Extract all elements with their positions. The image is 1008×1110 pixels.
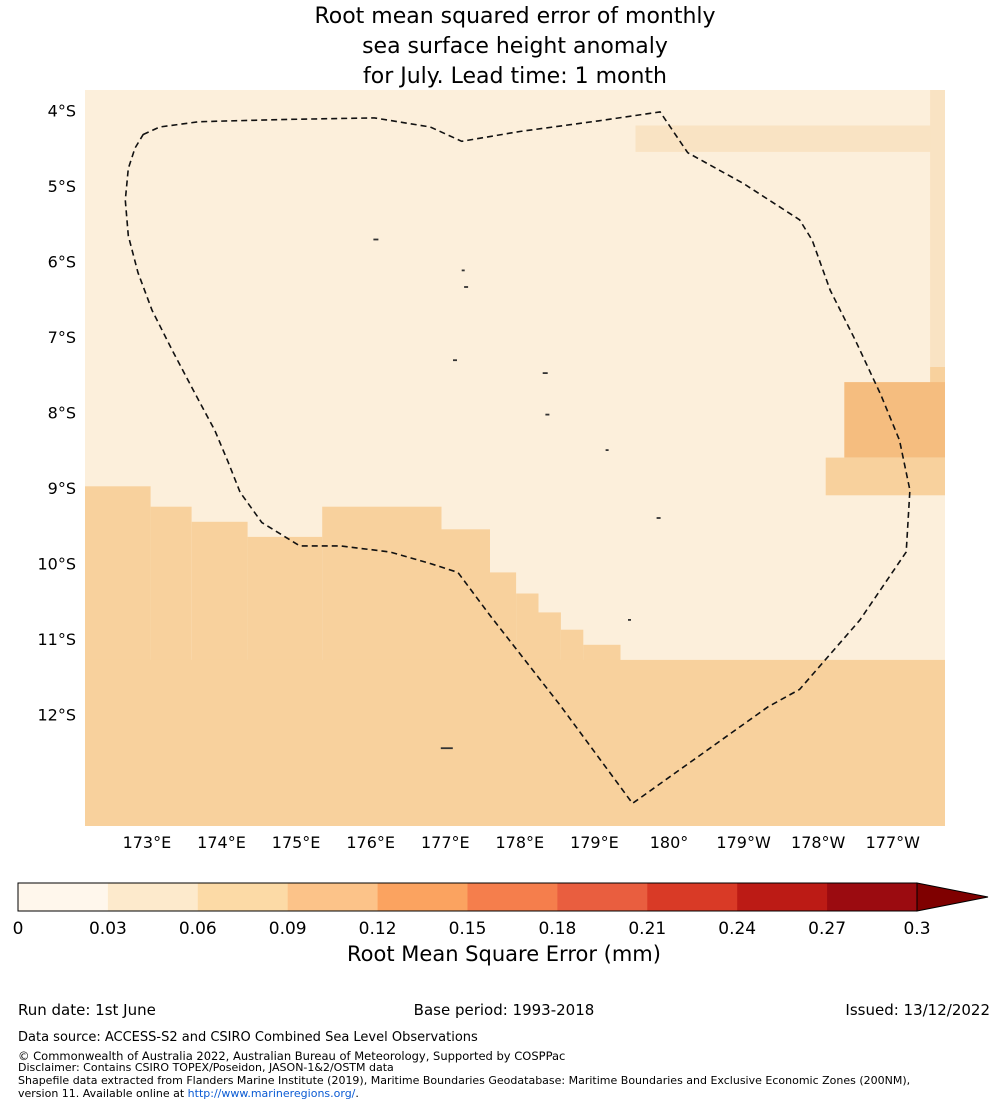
lat-tick-label: 8°S [48,403,76,422]
lon-tick-label: 179°W [716,833,771,852]
colorbar-segment [557,883,648,911]
lat-tick-label: 5°S [48,177,76,196]
colorbar-outline [17,882,918,912]
colorbar-tick-label: 0.03 [89,919,127,939]
colorbar-tick-label: 0 [13,919,24,939]
colorbar-tick-label: 0.12 [359,919,397,939]
lat-tick-label: 9°S [48,479,76,498]
base-period-text: Base period: 1993-2018 [413,1001,595,1019]
colorbar-tick-label: 0.15 [449,919,487,939]
lat-tick-label: 12°S [37,705,76,724]
lon-tick-label: 175°E [272,833,321,852]
run-meta-row: Run date: 1st June Base period: 1993-201… [18,1001,990,1019]
colorbar-segment [107,883,199,911]
colorbar-tick-label: 0.06 [179,919,217,939]
lat-tick-label: 4°S [48,101,76,120]
colorbar-segment [197,883,289,911]
copyright-text: © Commonwealth of Australia 2022, Austra… [18,1049,566,1063]
lon-tick-label: 178°E [495,833,544,852]
lon-tick-label: 173°E [123,833,172,852]
eez-boundary-dashed [124,111,911,805]
colorbar-axis-label: Root Mean Square Error (mm) [347,942,661,966]
lon-tick-label: 180° [650,833,689,852]
issued-date-text: Issued: 13/12/2022 [845,1001,990,1019]
rmse-region [635,125,945,152]
marineregions-link[interactable]: http://www.marineregions.org/ [187,1087,356,1100]
lat-tick-label: 10°S [37,554,76,573]
shapefile-note-suffix: . [355,1087,359,1100]
lon-tick-label: 178°W [791,833,846,852]
lon-tick-label: 177°W [866,833,921,852]
chart-title-line-1: Root mean squared error of monthly [314,4,716,29]
lon-tick-label: 177°E [421,833,470,852]
run-date-text: Run date: 1st June [18,1001,156,1019]
data-source-text: Data source: ACCESS-S2 and CSIRO Combine… [18,1030,478,1045]
lat-tick-label: 11°S [37,630,76,649]
shapefile-note-prefix: version 11. Available online at [18,1087,188,1100]
rmse-region [844,382,945,458]
chart-title: Root mean squared error of monthly sea s… [85,2,945,92]
colorbar-extend-arrow [916,882,989,912]
colorbar-segment [737,883,828,911]
rmse-region [85,659,945,826]
colorbar-tick-label: 0.27 [808,919,846,939]
colorbar-tick-label: 0.3 [903,919,930,939]
lon-tick-label: 176°E [346,833,395,852]
disclaimer-text: Disclaimer: Contains CSIRO TOPEX/Poseido… [18,1061,394,1074]
lon-tick-label: 179°E [570,833,619,852]
colorbar-tick-label: 0.24 [718,919,756,939]
colorbar-segment [467,883,558,911]
chart-title-line-3: for July. Lead time: 1 month [362,64,667,89]
colorbar-segment [377,883,469,911]
colorbar-segment [287,883,379,911]
shapefile-note-line-2: version 11. Available online at http://w… [18,1087,993,1100]
rmse-region [930,90,945,367]
colorbar-tick-label: 0.18 [538,919,576,939]
colorbar-segment [827,883,918,911]
colorbar-tick-label: 0.21 [628,919,666,939]
lat-tick-label: 6°S [48,252,76,271]
rmse-region [825,457,945,496]
chart-title-line-2: sea surface height anomaly [362,34,668,59]
shapefile-note-line-1: Shapefile data extracted from Flanders M… [18,1074,911,1087]
colorbar-segment [647,883,738,911]
colorbar-segment [18,883,109,911]
lon-tick-label: 174°E [197,833,246,852]
colorbar-tick-label: 0.09 [269,919,307,939]
lat-tick-label: 7°S [48,328,76,347]
